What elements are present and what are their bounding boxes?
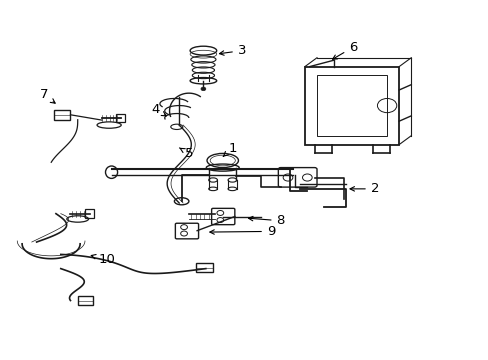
Text: 6: 6: [332, 41, 357, 59]
Bar: [116, 114, 125, 122]
Text: 3: 3: [219, 44, 246, 57]
Text: 8: 8: [248, 214, 285, 227]
Text: 1: 1: [223, 141, 236, 157]
Bar: [196, 263, 213, 272]
Bar: [316, 76, 386, 136]
Text: 5: 5: [179, 147, 193, 160]
Text: 7: 7: [40, 89, 55, 103]
Circle shape: [201, 87, 205, 91]
Bar: [305, 67, 398, 145]
Bar: [85, 210, 94, 218]
Text: 10: 10: [91, 253, 115, 266]
Bar: [78, 296, 93, 305]
Bar: [53, 110, 70, 120]
Text: 9: 9: [209, 225, 275, 238]
Text: 2: 2: [349, 183, 379, 195]
Text: 4: 4: [151, 103, 166, 116]
